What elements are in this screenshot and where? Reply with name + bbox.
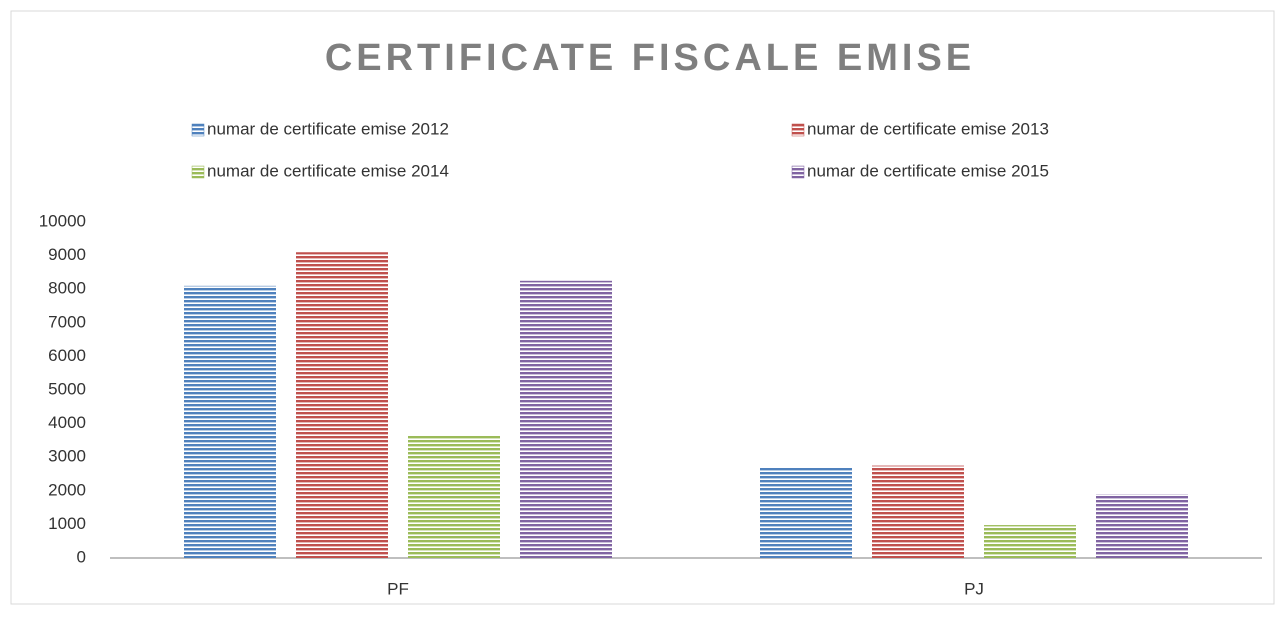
- y-tick-label: 4000: [48, 413, 86, 432]
- legend-label: numar de certificate emise 2014: [207, 161, 449, 180]
- y-tick-label: 2000: [48, 480, 86, 499]
- bar: [520, 280, 612, 558]
- x-tick-label: PJ: [964, 579, 984, 598]
- x-tick-label: PF: [387, 579, 409, 598]
- y-tick-label: 3000: [48, 447, 86, 466]
- y-tick-label: 6000: [48, 346, 86, 365]
- y-tick-label: 7000: [48, 312, 86, 331]
- chart-title: CERTIFICATE FISCALE EMISE: [325, 37, 975, 79]
- legend-swatch: [191, 165, 205, 179]
- bar: [296, 252, 388, 559]
- y-tick-label: 5000: [48, 379, 86, 398]
- bar: [872, 465, 964, 558]
- y-tick-label: 8000: [48, 279, 86, 298]
- bar: [760, 467, 852, 558]
- bar: [408, 435, 500, 558]
- y-tick-label: 1000: [48, 514, 86, 533]
- legend-swatch: [191, 123, 205, 137]
- y-tick-label: 10000: [39, 211, 86, 230]
- bar: [184, 285, 276, 558]
- y-tick-label: 0: [77, 547, 86, 566]
- legend-label: numar de certificate emise 2015: [807, 161, 1049, 180]
- legend-swatch: [791, 165, 805, 179]
- bar: [984, 525, 1076, 558]
- y-tick-label: 9000: [48, 245, 86, 264]
- bar: [1096, 494, 1188, 558]
- legend-label: numar de certificate emise 2012: [207, 119, 449, 138]
- legend-label: numar de certificate emise 2013: [807, 119, 1049, 138]
- legend-swatch: [791, 123, 805, 137]
